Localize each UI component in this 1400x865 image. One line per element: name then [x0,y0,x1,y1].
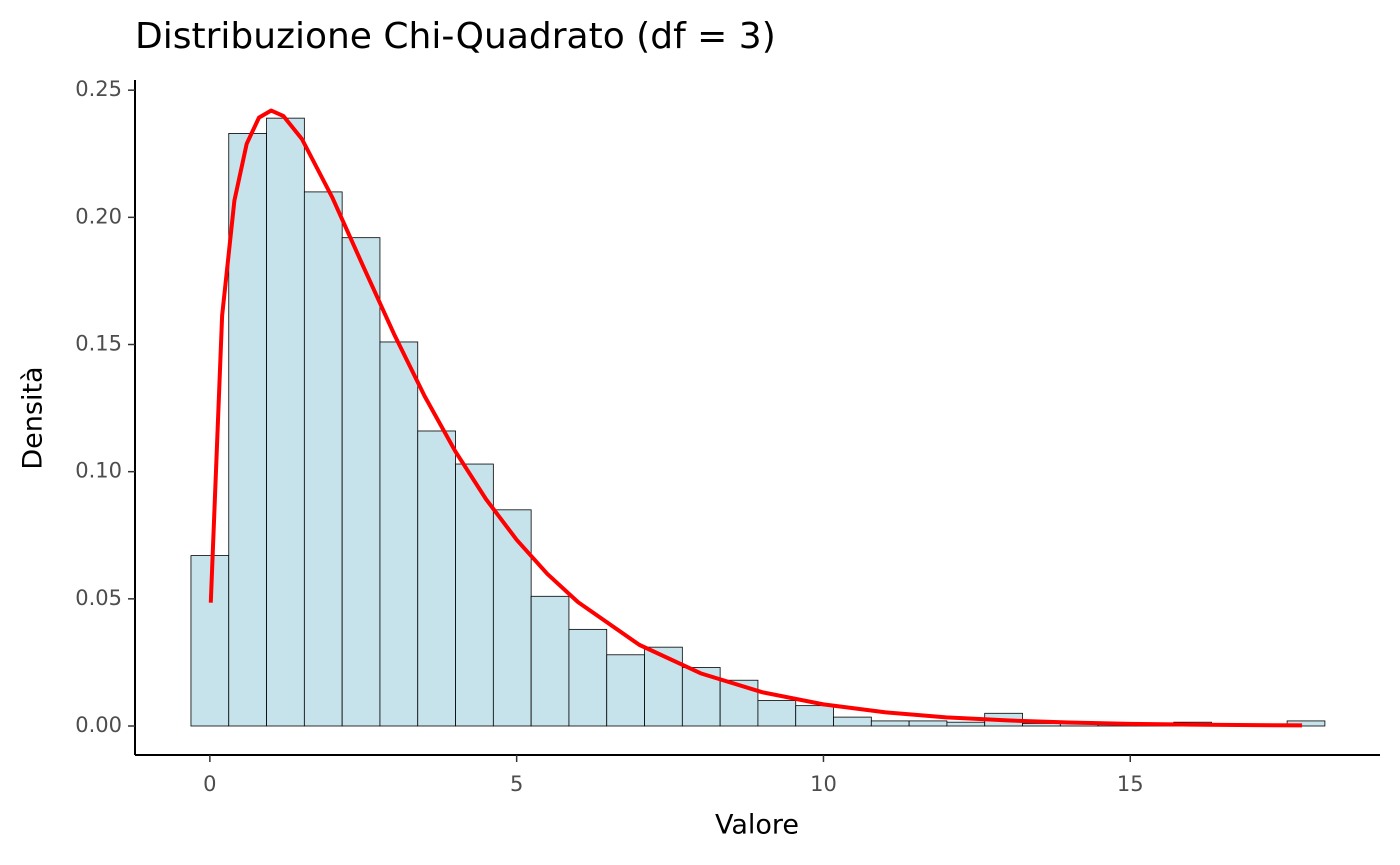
x-tick-label: 5 [510,772,523,796]
y-tick-label: 0.05 [75,586,122,610]
bar [606,654,645,727]
x-axis-title: Valore [715,810,799,841]
bar [379,341,419,727]
y-tick-label: 0.20 [75,204,122,228]
bar [946,721,986,727]
bar [870,720,910,727]
y-tick-label: 0.00 [75,713,122,737]
density-curve [208,108,1303,728]
y-tick-label: 0.25 [75,77,122,101]
bar [908,720,948,727]
bar [303,191,343,727]
bar [228,133,267,727]
y-axis-title: Densità [18,366,49,469]
bar [644,646,683,727]
bar [757,700,797,727]
x-tick-label: 0 [203,772,216,796]
y-tick-label: 0.10 [75,459,122,483]
bar [833,716,872,727]
x-tick-label: 15 [1117,772,1144,796]
bar [455,463,494,727]
bar [341,237,381,727]
bar [417,430,456,727]
bar [492,509,532,727]
x-tick-label: 10 [810,772,837,796]
chart-title: Distribuzione Chi-Quadrato (df = 3) [135,16,776,57]
bar [795,705,834,727]
y-tick-label: 0.15 [75,332,122,356]
bar [530,595,570,727]
bar [266,117,305,727]
bar [568,628,608,727]
